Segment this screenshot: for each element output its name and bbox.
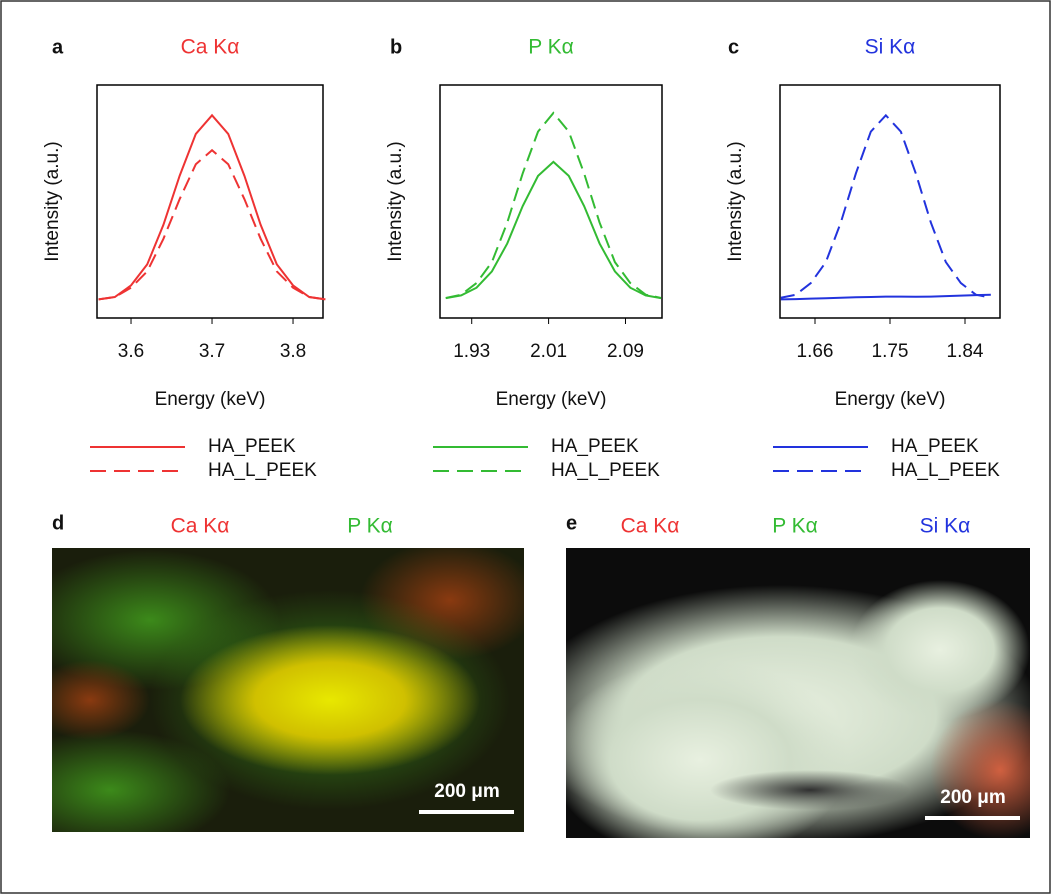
curve <box>780 113 992 299</box>
curve <box>780 293 991 301</box>
curve <box>98 113 326 301</box>
legend-label: HA_L_PEEK <box>891 460 1000 481</box>
x-tick-label: 2.01 <box>530 341 567 362</box>
panel-label: b <box>390 36 402 58</box>
x-tick-label: 2.09 <box>607 341 644 362</box>
panel-label: d <box>52 512 64 534</box>
channel-label: Ca Kα <box>621 515 680 538</box>
plot-frame <box>96 84 324 319</box>
x-tick-label: 3.8 <box>280 341 306 362</box>
chart-title: Ca Kα <box>181 36 240 59</box>
scale-bar-label: 200 μm <box>940 787 1006 808</box>
scale-bar-label: 200 μm <box>434 781 500 802</box>
x-tick-label: 1.93 <box>453 341 490 362</box>
legend-label: HA_PEEK <box>208 436 296 457</box>
chart-title: P Kα <box>528 36 574 59</box>
curve <box>445 160 662 300</box>
x-tick-label: 3.6 <box>118 341 144 362</box>
x-axis-label: Energy (keV) <box>496 389 607 410</box>
chart-title: Si Kα <box>865 36 916 59</box>
panel-label: c <box>728 36 739 58</box>
x-tick-label: 1.84 <box>947 341 984 362</box>
curve <box>445 111 662 299</box>
x-axis-label: Energy (keV) <box>835 389 946 410</box>
channel-label: Si Kα <box>920 515 971 538</box>
y-axis-label: Intensity (a.u.) <box>385 141 406 261</box>
plot-frame <box>439 84 663 319</box>
channel-label: Ca Kα <box>171 515 230 538</box>
x-tick-label: 1.75 <box>872 341 909 362</box>
y-axis-label: Intensity (a.u.) <box>42 141 63 261</box>
x-tick-label: 1.66 <box>797 341 834 362</box>
x-tick-label: 3.7 <box>199 341 225 362</box>
panel-label: e <box>566 512 577 534</box>
image-e <box>566 548 1030 838</box>
panel-label: a <box>52 36 64 58</box>
legend-label: HA_L_PEEK <box>208 460 317 481</box>
legend-label: HA_PEEK <box>891 436 979 457</box>
legend-label: HA_PEEK <box>551 436 639 457</box>
curve <box>98 148 326 301</box>
image-d <box>52 548 524 832</box>
legend-label: HA_L_PEEK <box>551 460 660 481</box>
y-axis-label: Intensity (a.u.) <box>725 141 746 261</box>
channel-label: P Kα <box>347 515 393 538</box>
x-axis-label: Energy (keV) <box>155 389 266 410</box>
channel-label: P Kα <box>772 515 818 538</box>
